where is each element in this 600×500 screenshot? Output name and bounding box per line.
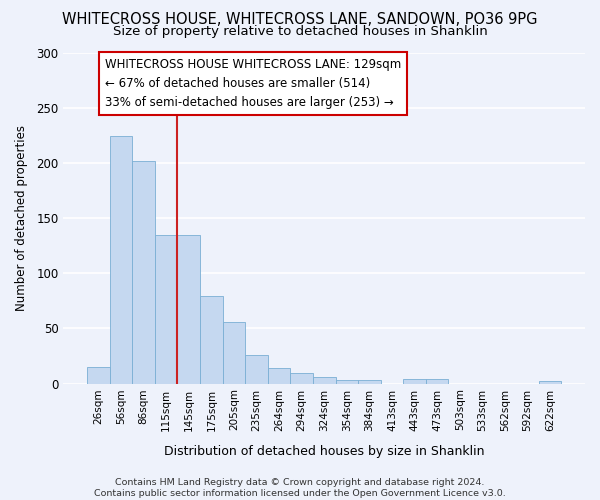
Text: Contains HM Land Registry data © Crown copyright and database right 2024.
Contai: Contains HM Land Registry data © Crown c…: [94, 478, 506, 498]
Bar: [335, 380, 358, 384]
Bar: [358, 380, 380, 384]
Bar: [133, 160, 155, 384]
Bar: [200, 296, 223, 384]
Bar: [403, 379, 426, 384]
Text: Size of property relative to detached houses in Shanklin: Size of property relative to detached ho…: [113, 25, 487, 38]
Y-axis label: Number of detached properties: Number of detached properties: [15, 125, 28, 311]
Bar: [539, 382, 561, 384]
Text: WHITECROSS HOUSE, WHITECROSS LANE, SANDOWN, PO36 9PG: WHITECROSS HOUSE, WHITECROSS LANE, SANDO…: [62, 12, 538, 28]
Bar: [426, 379, 448, 384]
Bar: [110, 136, 133, 384]
Bar: [245, 355, 268, 384]
Bar: [290, 372, 313, 384]
Bar: [313, 377, 335, 384]
Text: WHITECROSS HOUSE WHITECROSS LANE: 129sqm
← 67% of detached houses are smaller (5: WHITECROSS HOUSE WHITECROSS LANE: 129sqm…: [105, 58, 401, 109]
Bar: [223, 322, 245, 384]
Bar: [268, 368, 290, 384]
Bar: [87, 367, 110, 384]
X-axis label: Distribution of detached houses by size in Shanklin: Distribution of detached houses by size …: [164, 444, 484, 458]
Bar: [178, 234, 200, 384]
Bar: [155, 234, 178, 384]
